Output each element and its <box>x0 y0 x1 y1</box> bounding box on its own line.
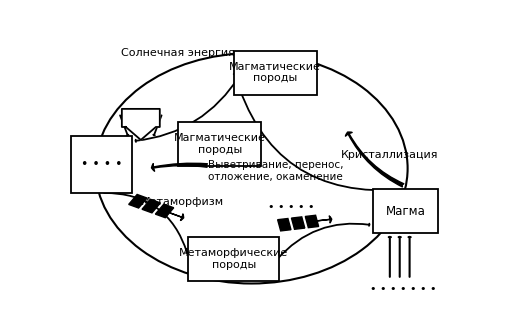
FancyBboxPatch shape <box>372 189 437 233</box>
Text: Метаморфизм: Метаморфизм <box>140 197 223 207</box>
Polygon shape <box>277 218 291 231</box>
Polygon shape <box>128 195 147 208</box>
FancyBboxPatch shape <box>188 237 278 281</box>
Polygon shape <box>122 109 159 140</box>
Text: Магматические
породы: Магматические породы <box>174 133 265 155</box>
Text: • • • • • • •: • • • • • • • <box>370 284 436 294</box>
Text: • • • •: • • • • <box>80 158 122 171</box>
Polygon shape <box>155 204 174 218</box>
FancyBboxPatch shape <box>233 51 316 95</box>
Polygon shape <box>305 215 318 228</box>
Text: • • • • •: • • • • • <box>267 202 314 212</box>
Text: Кристаллизация: Кристаллизация <box>340 151 437 161</box>
Polygon shape <box>291 217 304 229</box>
Text: Магма: Магма <box>385 205 425 218</box>
FancyBboxPatch shape <box>178 122 261 166</box>
Text: Магматические
породы: Магматические породы <box>229 62 321 83</box>
Text: Солнечная энергия: Солнечная энергия <box>121 48 235 58</box>
Text: Метаморфические
породы: Метаморфические породы <box>179 248 288 270</box>
Text: Выветривание, перенос,
отложение, окаменение: Выветривание, перенос, отложение, окамен… <box>208 160 343 182</box>
FancyBboxPatch shape <box>71 136 132 193</box>
Polygon shape <box>142 199 160 213</box>
